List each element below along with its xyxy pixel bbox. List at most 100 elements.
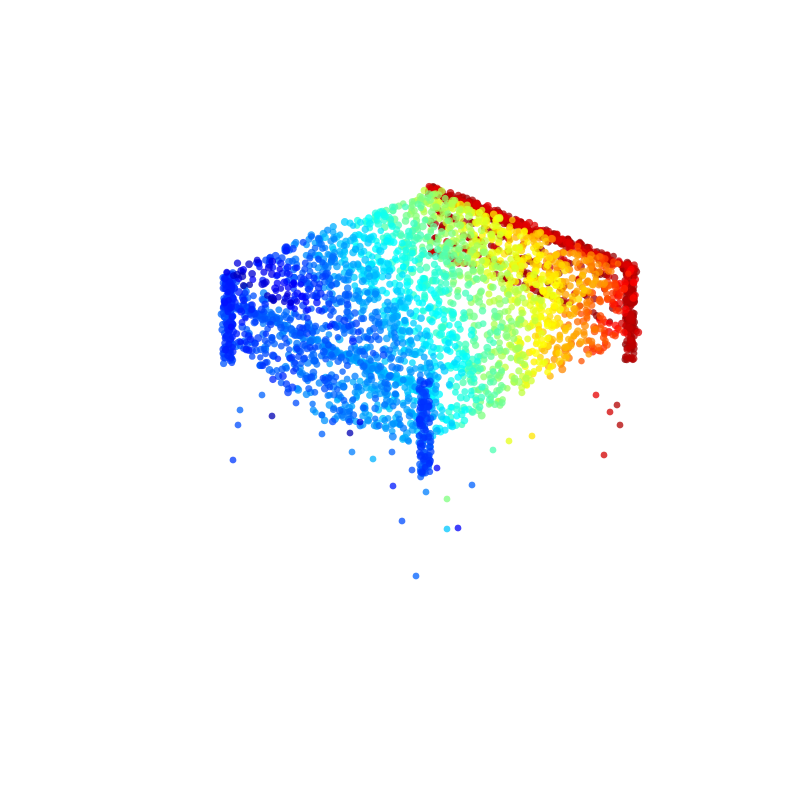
cloud-point: [514, 255, 521, 263]
cloud-point: [545, 254, 554, 262]
cloud-point: [335, 406, 344, 415]
cloud-point: [574, 242, 582, 250]
cloud-point: [234, 421, 242, 429]
cloud-point: [327, 305, 335, 314]
cloud-point: [449, 266, 456, 273]
cloud-point: [307, 373, 316, 382]
cloud-point: [511, 264, 520, 273]
cloud-point: [398, 338, 407, 347]
cloud-point: [298, 292, 307, 301]
cloud-point: [302, 298, 310, 306]
cloud-point: [221, 299, 229, 307]
cloud-point: [248, 269, 256, 278]
cloud-point: [451, 359, 458, 366]
cloud-point: [366, 219, 374, 228]
cloud-point: [296, 370, 305, 379]
cloud-point: [525, 253, 532, 260]
cloud-point: [602, 337, 609, 345]
cloud-point: [268, 412, 276, 420]
cloud-point: [224, 351, 232, 360]
cloud-point: [398, 239, 406, 247]
cloud-point: [530, 294, 538, 302]
cloud-point: [401, 303, 409, 311]
cloud-point: [415, 284, 423, 292]
cloud-point: [227, 303, 235, 312]
cloud-point: [415, 432, 423, 440]
cloud-point: [386, 280, 394, 288]
cloud-point: [449, 333, 457, 341]
cloud-point: [365, 214, 373, 222]
cloud-point: [326, 290, 334, 298]
cloud-point: [466, 231, 475, 239]
cloud-point: [357, 249, 365, 256]
cloud-point: [324, 374, 332, 382]
cloud-point: [415, 416, 424, 424]
cloud-point: [509, 216, 516, 224]
cloud-point: [367, 372, 375, 380]
cloud-point: [494, 234, 503, 243]
cloud-point: [413, 334, 421, 342]
cloud-point: [573, 318, 582, 326]
cloud-point: [414, 324, 423, 333]
cloud-point: [229, 348, 237, 356]
cloud-point: [620, 284, 629, 293]
cloud-point: [524, 239, 531, 246]
cloud-point: [434, 233, 442, 241]
cloud-point: [220, 360, 228, 368]
cloud-point: [223, 268, 231, 276]
cloud-point: [520, 228, 528, 236]
cloud-point: [444, 210, 452, 217]
cloud-point: [317, 240, 325, 248]
cloud-point: [352, 319, 361, 328]
cloud-point: [275, 306, 283, 314]
cloud-point: [479, 248, 488, 257]
cloud-point: [374, 241, 382, 249]
cloud-point: [352, 383, 360, 391]
cloud-point: [460, 313, 469, 322]
cloud-point: [438, 227, 446, 236]
cloud-point: [532, 281, 540, 289]
cloud-point: [610, 273, 619, 282]
cloud-point: [365, 272, 374, 281]
cloud-point: [524, 324, 532, 332]
cloud-point: [496, 299, 504, 308]
cloud-point: [263, 292, 271, 299]
cloud-point: [602, 262, 610, 270]
cloud-point: [518, 309, 526, 317]
cloud-point: [422, 263, 431, 272]
cloud-point: [418, 222, 427, 231]
cloud-point: [416, 439, 425, 447]
cloud-point: [490, 274, 497, 282]
cloud-point: [441, 426, 449, 434]
cloud-point: [483, 343, 492, 352]
cloud-point: [582, 257, 590, 265]
cloud-point: [262, 350, 270, 358]
cloud-point: [274, 355, 282, 363]
cloud-point: [291, 332, 298, 339]
cloud-point: [383, 306, 391, 314]
cloud-point: [303, 314, 311, 322]
cloud-point: [626, 336, 634, 344]
cloud-point: [397, 356, 405, 364]
cloud-point: [461, 289, 470, 297]
cloud-point: [469, 266, 477, 274]
cloud-point: [486, 379, 494, 386]
cloud-point: [466, 280, 473, 287]
cloud-point: [268, 351, 277, 360]
cloud-point: [398, 271, 406, 278]
cloud-point: [543, 322, 552, 330]
cloud-point: [409, 249, 416, 257]
cloud-point: [538, 330, 546, 337]
cloud-point: [291, 310, 299, 318]
cloud-point: [253, 256, 261, 264]
cloud-point: [507, 255, 515, 263]
cloud-point: [628, 342, 636, 350]
cloud-point: [455, 244, 463, 253]
cloud-point: [390, 306, 398, 314]
cloud-point: [469, 312, 478, 321]
cloud-point: [435, 191, 443, 199]
cloud-point: [443, 525, 451, 533]
cloud-point: [319, 347, 328, 356]
cloud-point: [565, 239, 573, 247]
